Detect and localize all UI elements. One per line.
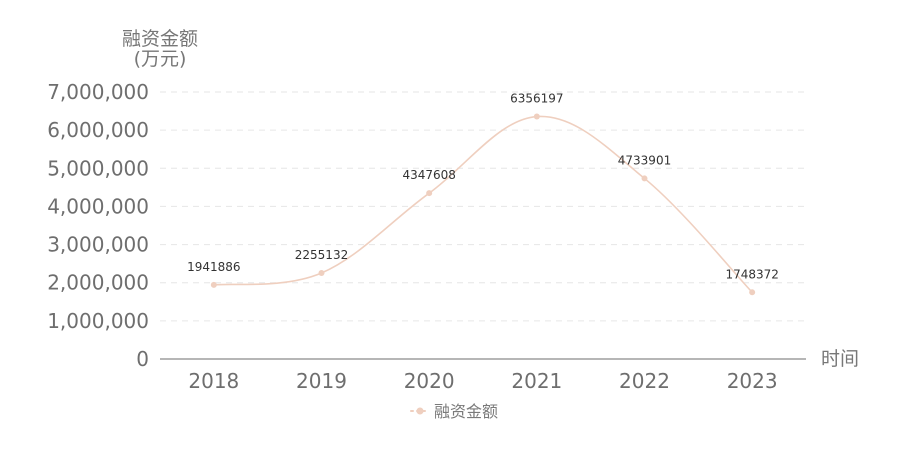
x-tick-label: 2021 [511, 369, 562, 393]
data-label: 4347608 [402, 168, 455, 182]
y-tick-label: 1,000,000 [47, 309, 149, 333]
y-tick-label: 7,000,000 [47, 80, 149, 104]
data-label: 1748372 [725, 267, 778, 281]
data-label: 4733901 [618, 153, 671, 167]
y-tick-labels: 0 1,000,000 2,000,000 3,000,000 4,000,000 5,0… [47, 80, 149, 371]
x-tick-label: 2018 [188, 369, 239, 393]
legend-label: 融资金额 [434, 402, 498, 421]
legend[interactable]: 融资金额 [410, 402, 498, 421]
y-axis-title: 融资金额 [122, 28, 198, 50]
y-tick-label: 4,000,000 [47, 194, 149, 218]
data-point [318, 269, 325, 276]
x-tick-label: 2019 [296, 369, 347, 393]
y-tick-label: 6,000,000 [47, 118, 149, 142]
data-label: 1941886 [187, 260, 240, 274]
legend-marker-icon [416, 407, 424, 415]
x-axis-title: 时间 [821, 348, 859, 370]
grid-lines [160, 91, 806, 322]
x-tick-label: 2022 [619, 369, 670, 393]
x-tick-label: 2023 [727, 369, 778, 393]
data-label: 2255132 [295, 248, 348, 262]
data-point [426, 190, 433, 197]
x-tick-label: 2020 [404, 369, 455, 393]
data-point [533, 113, 540, 120]
data-point [749, 289, 756, 296]
data-point [641, 175, 648, 182]
x-tick-labels: 2018 2019 2020 2021 2022 2023 [188, 369, 777, 393]
series-layer [210, 113, 756, 296]
y-tick-label: 5,000,000 [47, 156, 149, 180]
data-labels: 1941886 2255132 4347608 6356197 4733901 17483… [187, 92, 779, 282]
y-axis-unit: (万元) [134, 48, 187, 70]
data-point [210, 281, 217, 288]
data-label: 6356197 [510, 92, 563, 106]
y-tick-label: 3,000,000 [47, 233, 149, 257]
y-tick-label: 2,000,000 [47, 271, 149, 295]
y-tick-label: 0 [136, 347, 149, 371]
series-line [213, 115, 753, 293]
